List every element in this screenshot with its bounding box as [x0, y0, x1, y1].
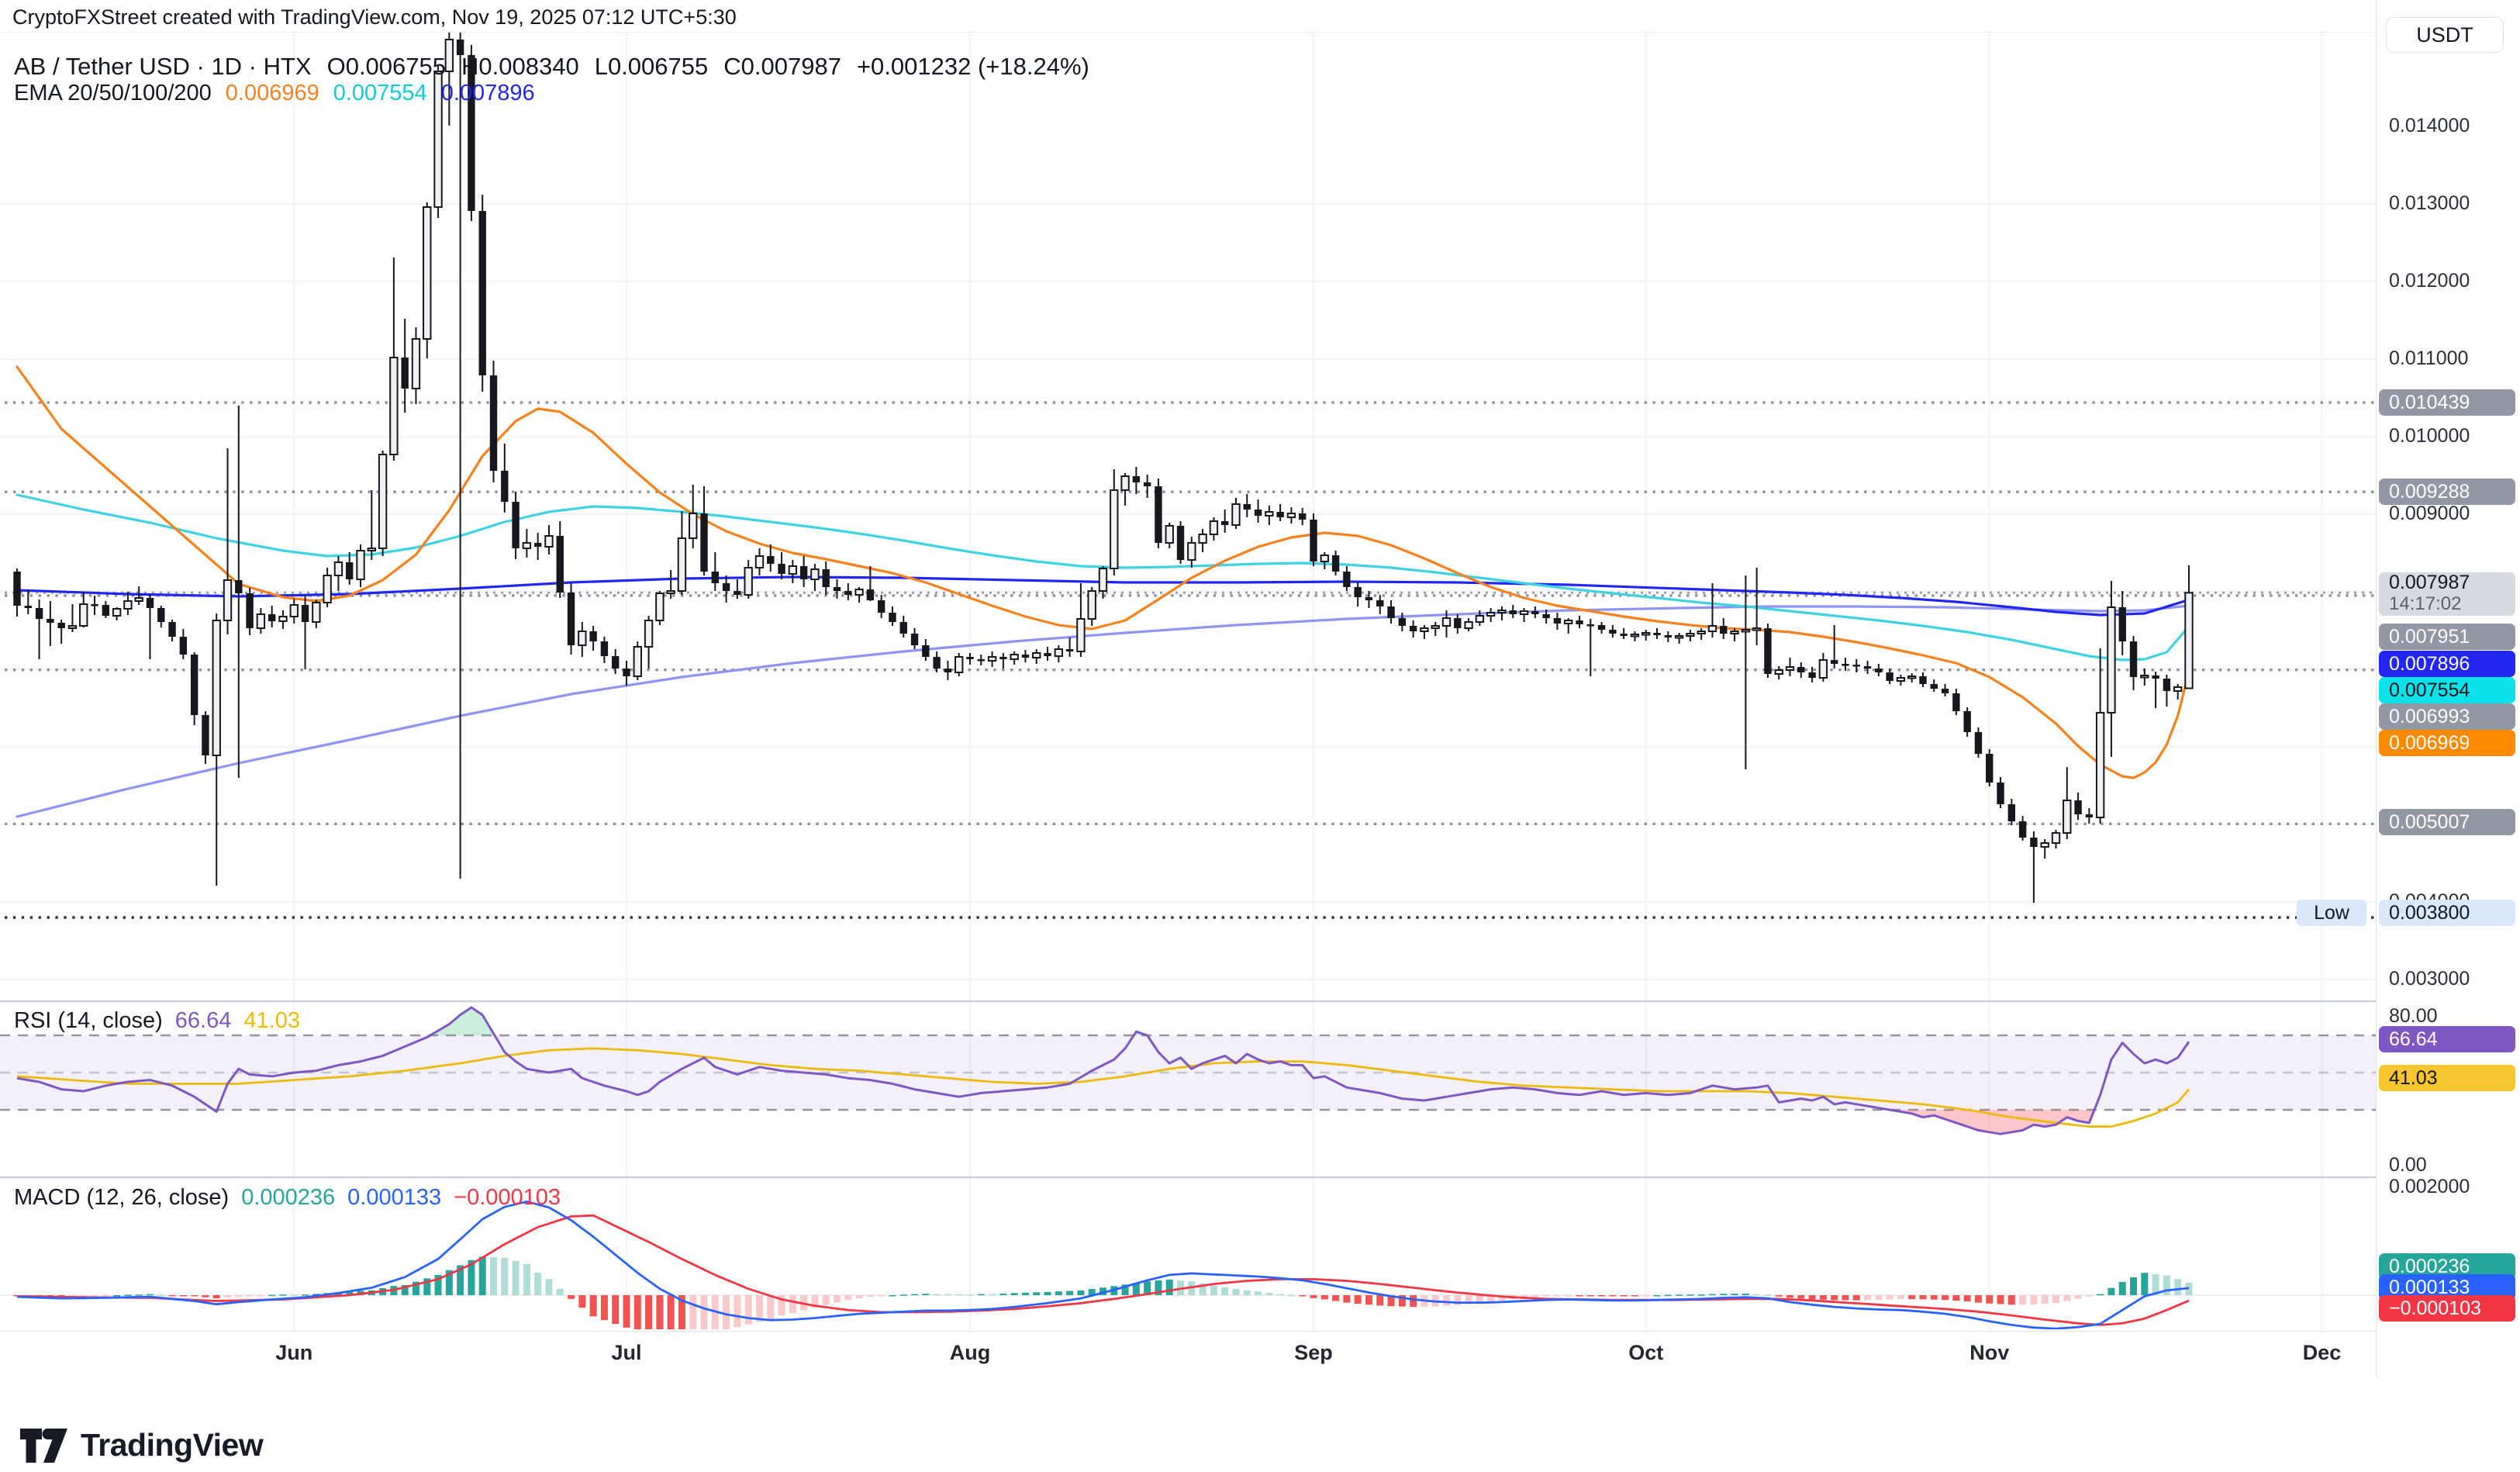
price-axis-label: 0.010000	[2389, 425, 2470, 447]
tradingview-logo[interactable]: TradingView	[20, 1427, 264, 1463]
ema-value-1: 0.007554	[333, 81, 427, 105]
price-axis-label: 0.003000	[2389, 968, 2470, 990]
tradingview-logo-text: TradingView	[81, 1427, 264, 1463]
ema-legend[interactable]: EMA 20/50/100/200 0.006969 0.007554 0.00789…	[14, 81, 563, 106]
last-price-badge: 0.007987 14:17:02	[2379, 572, 2515, 616]
price-axis-label: 0.012000	[2389, 270, 2470, 292]
price-level-badge: 0.010439	[2379, 389, 2515, 416]
symbol-title[interactable]: AB / Tether USD · 1D · HTX	[14, 53, 312, 80]
price-axis-label: 0.013000	[2389, 192, 2470, 214]
month-label-oct: Oct	[1628, 1341, 1664, 1364]
rsi-legend-label[interactable]: RSI (14, close)	[14, 1008, 163, 1033]
currency-button[interactable]: USDT	[2386, 17, 2504, 53]
price-axis[interactable]: USDT 0.014000 0.013000 0.012000 0.011000 0.0…	[2376, 0, 2520, 1377]
rsi-value-1: 41.03	[243, 1008, 300, 1033]
low-value: L0.006755	[594, 53, 709, 80]
indicator-axis-label: 80.00	[2389, 1005, 2438, 1027]
ema-legend-label[interactable]: EMA 20/50/100/200	[14, 81, 212, 105]
close-value: C0.007987	[723, 53, 841, 80]
price-level-badge: 0.007554	[2379, 677, 2515, 703]
price-axis-label: 0.009000	[2389, 503, 2470, 524]
low-label-chip: Low	[2297, 900, 2366, 926]
month-label-jul: Jul	[611, 1341, 642, 1364]
macd-value-0: 0.000236	[241, 1185, 336, 1210]
rsi-value-0: 66.64	[174, 1008, 232, 1033]
high-value: H0.008340	[461, 53, 579, 80]
change-value: +0.001232 (+18.24%)	[856, 53, 1089, 80]
macd-value-badge: −0.000103	[2379, 1295, 2515, 1322]
month-label-aug: Aug	[949, 1341, 991, 1364]
macd-value-2: −0.000103	[454, 1185, 561, 1210]
rsi-value-badge: 41.03	[2379, 1065, 2515, 1091]
time-axis[interactable]: Jun Jul Aug Sep Oct Nov Dec	[0, 1331, 2520, 1378]
indicator-axis-label: 0.00	[2389, 1154, 2427, 1176]
price-level-badge: 0.006993	[2379, 703, 2515, 730]
month-label-jun: Jun	[275, 1341, 313, 1364]
price-level-badge: 0.006969	[2379, 730, 2515, 756]
symbol-legend[interactable]: AB / Tether USD · 1D · HTX O0.006755 H0.00…	[14, 53, 1105, 81]
rsi-legend[interactable]: RSI (14, close) 66.64 41.03	[14, 1008, 325, 1034]
macd-legend[interactable]: MACD (12, 26, close) 0.000236 0.000133 −0.0…	[14, 1185, 585, 1211]
rsi-value-badge: 66.64	[2379, 1026, 2515, 1052]
macd-legend-label[interactable]: MACD (12, 26, close)	[14, 1185, 230, 1210]
open-value: O0.006755	[326, 53, 447, 80]
macd-value-1: 0.000133	[347, 1185, 442, 1210]
tradingview-icon	[20, 1428, 67, 1463]
month-label-nov: Nov	[1969, 1341, 2010, 1364]
month-label-dec: Dec	[2302, 1341, 2342, 1364]
attribution-text: CryptoFXStreet created with TradingView.…	[12, 5, 737, 29]
ema-value-0: 0.006969	[225, 81, 319, 105]
indicator-axis-label: 0.002000	[2389, 1176, 2470, 1197]
price-level-badge: 0.007896	[2379, 651, 2515, 677]
price-level-badge: 0.005007	[2379, 809, 2515, 835]
month-label-sep: Sep	[1294, 1341, 1333, 1364]
price-axis-label: 0.014000	[2389, 115, 2470, 136]
price-level-badge: 0.007951	[2379, 624, 2515, 650]
price-level-badge: 0.003800	[2379, 900, 2515, 926]
attribution-bar: CryptoFXStreet created with TradingView.…	[0, 0, 2520, 33]
price-axis-label: 0.011000	[2389, 347, 2469, 369]
price-level-badge: 0.009288	[2379, 479, 2515, 505]
ema-value-2: 0.007896	[440, 81, 535, 105]
